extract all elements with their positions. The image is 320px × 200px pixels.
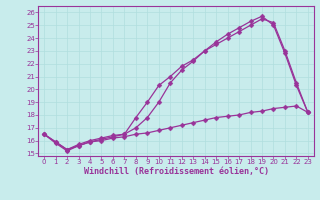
X-axis label: Windchill (Refroidissement éolien,°C): Windchill (Refroidissement éolien,°C) <box>84 167 268 176</box>
